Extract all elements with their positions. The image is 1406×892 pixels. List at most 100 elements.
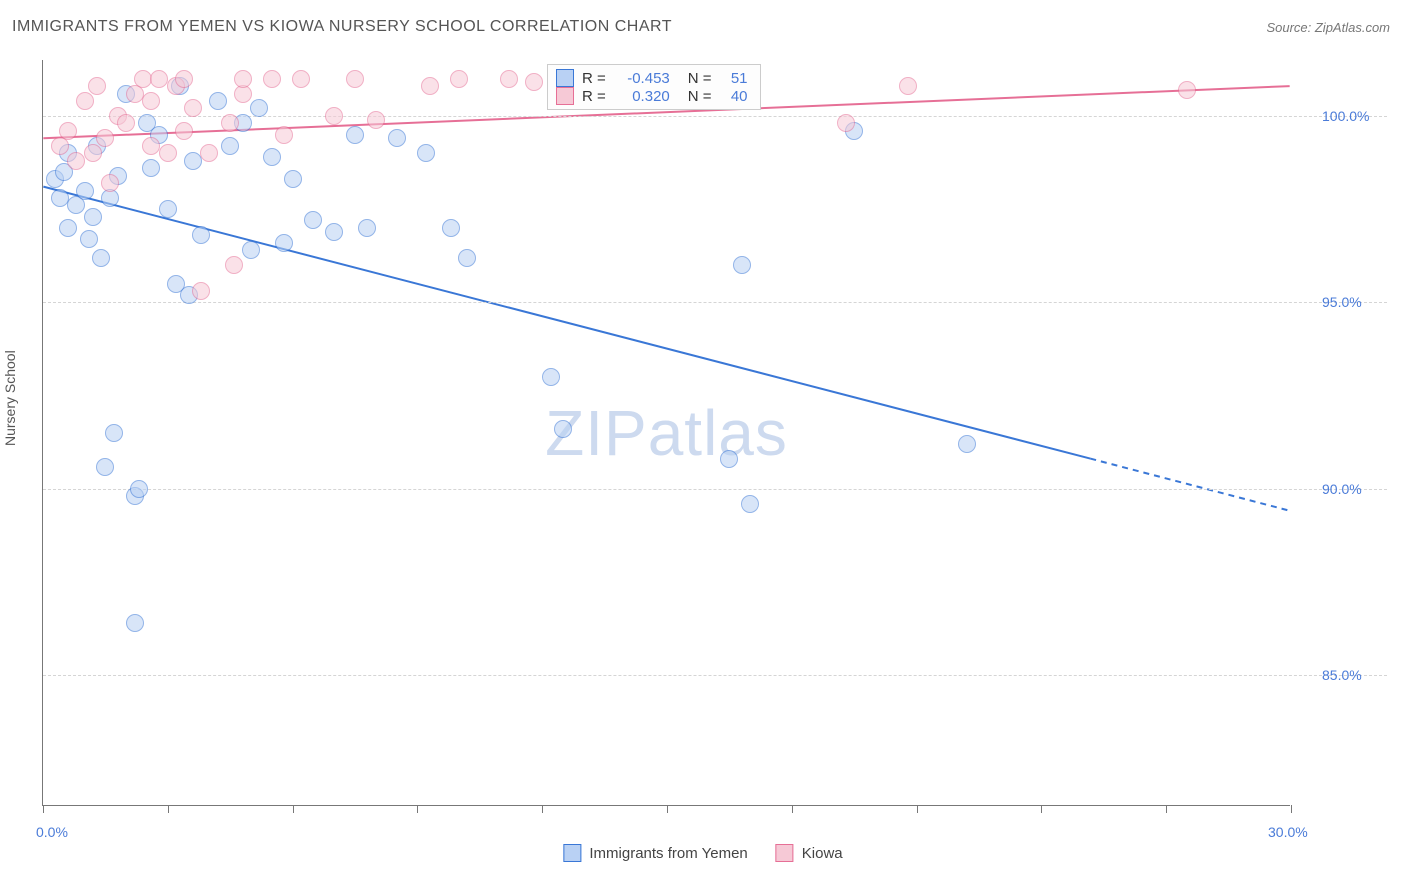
x-tick [43, 805, 44, 813]
legend-item: Immigrants from Yemen [563, 844, 747, 862]
data-point [126, 614, 144, 632]
data-point [105, 424, 123, 442]
data-point [263, 70, 281, 88]
data-point [150, 70, 168, 88]
data-point [525, 73, 543, 91]
n-value: 51 [720, 70, 748, 87]
data-point [417, 144, 435, 162]
data-point [142, 159, 160, 177]
x-tick [667, 805, 668, 813]
x-tick [1166, 805, 1167, 813]
data-point [221, 137, 239, 155]
x-tick-label: 0.0% [36, 824, 68, 840]
data-point [358, 219, 376, 237]
y-tick-label: 85.0% [1322, 667, 1362, 683]
data-point [175, 70, 193, 88]
data-point [1178, 81, 1196, 99]
data-point [367, 111, 385, 129]
data-point [221, 114, 239, 132]
correlation-chart: IMMIGRANTS FROM YEMEN VS KIOWA NURSERY S… [0, 0, 1406, 892]
data-point [284, 170, 302, 188]
data-point [101, 174, 119, 192]
data-point [325, 107, 343, 125]
data-point [275, 234, 293, 252]
data-point [159, 144, 177, 162]
data-point [209, 92, 227, 110]
data-point [142, 137, 160, 155]
r-label: R = [582, 88, 606, 105]
data-point [192, 226, 210, 244]
bottom-legend: Immigrants from Yemen Kiowa [563, 844, 842, 862]
stats-row: R =0.320N =40 [556, 87, 748, 105]
legend-label: Immigrants from Yemen [589, 845, 747, 862]
data-point [80, 230, 98, 248]
data-point [200, 144, 218, 162]
data-point [250, 99, 268, 117]
data-point [225, 256, 243, 274]
legend-swatch [776, 844, 794, 862]
data-point [554, 420, 572, 438]
stats-legend-box: R =-0.453N =51R =0.320N =40 [547, 64, 761, 110]
data-point [458, 249, 476, 267]
data-point [234, 70, 252, 88]
data-point [275, 126, 293, 144]
n-label: N = [688, 88, 712, 105]
data-point [242, 241, 260, 259]
y-tick-label: 90.0% [1322, 481, 1362, 497]
data-point [388, 129, 406, 147]
grid-line [43, 675, 1387, 676]
x-tick-label: 30.0% [1268, 824, 1308, 840]
data-point [837, 114, 855, 132]
data-point [899, 77, 917, 95]
data-point [442, 219, 460, 237]
r-label: R = [582, 70, 606, 87]
watermark: ZIPatlas [545, 396, 788, 470]
data-point [741, 495, 759, 513]
data-point [263, 148, 281, 166]
data-point [450, 70, 468, 88]
r-value: 0.320 [614, 88, 670, 105]
r-value: -0.453 [614, 70, 670, 87]
data-point [59, 122, 77, 140]
source-attribution: Source: ZipAtlas.com [1266, 20, 1390, 35]
legend-swatch [556, 69, 574, 87]
data-point [96, 129, 114, 147]
data-point [130, 480, 148, 498]
y-tick-label: 100.0% [1322, 108, 1369, 124]
grid-line [43, 302, 1387, 303]
data-point [346, 126, 364, 144]
data-point [184, 99, 202, 117]
x-tick [542, 805, 543, 813]
data-point [192, 282, 210, 300]
data-point [76, 182, 94, 200]
trend-lines [43, 60, 1290, 805]
data-point [958, 435, 976, 453]
n-label: N = [688, 70, 712, 87]
data-point [720, 450, 738, 468]
y-tick-label: 95.0% [1322, 294, 1362, 310]
legend-swatch [563, 844, 581, 862]
y-axis-label: Nursery School [2, 350, 18, 446]
chart-title: IMMIGRANTS FROM YEMEN VS KIOWA NURSERY S… [12, 18, 672, 36]
data-point [421, 77, 439, 95]
data-point [542, 368, 560, 386]
data-point [84, 144, 102, 162]
x-tick [1041, 805, 1042, 813]
x-tick [417, 805, 418, 813]
data-point [184, 152, 202, 170]
x-tick [1291, 805, 1292, 813]
x-tick [792, 805, 793, 813]
data-point [134, 70, 152, 88]
data-point [304, 211, 322, 229]
data-point [51, 189, 69, 207]
legend-swatch [556, 87, 574, 105]
data-point [117, 114, 135, 132]
data-point [500, 70, 518, 88]
data-point [142, 92, 160, 110]
data-point [84, 208, 102, 226]
data-point [96, 458, 114, 476]
data-point [159, 200, 177, 218]
legend-label: Kiowa [802, 845, 843, 862]
data-point [733, 256, 751, 274]
data-point [76, 92, 94, 110]
